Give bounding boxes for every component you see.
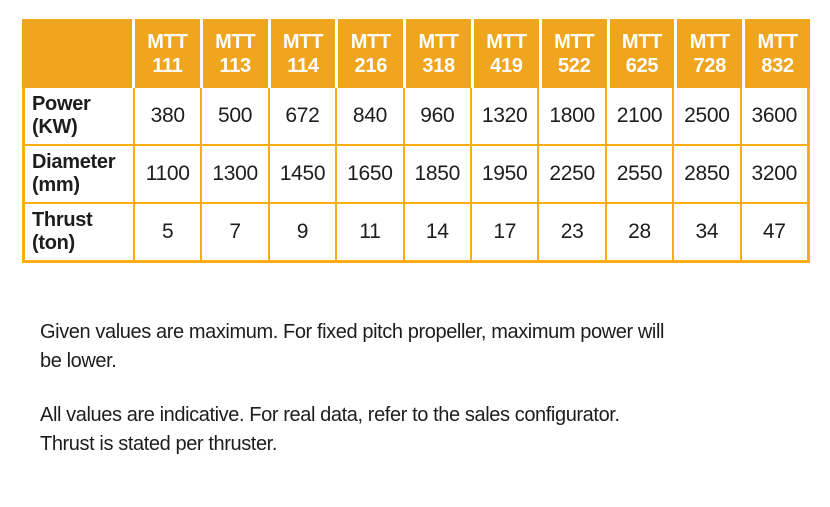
column-model: 216 [354,54,388,77]
cell-power-mtt-728: 2500 [674,88,740,144]
cell-diameter-mtt-111: 1100 [135,146,201,202]
column-series: MTT [350,30,392,53]
cell-power-mtt-114: 672 [269,88,336,144]
cell-thrust-mtt-113: 7 [202,204,268,260]
column-model: 625 [625,54,659,77]
column-header-mtt-419: MTT 419 [474,19,539,88]
table-body: Power (KW) 380 500 672 840 960 1320 1800… [22,88,810,263]
column-model: 832 [761,54,794,77]
cell-thrust-mtt-522: 23 [539,204,605,260]
row-label-text: Diameter [32,151,116,173]
row-label-unit: (ton) [32,232,75,254]
column-model: 419 [490,54,523,77]
column-header-mtt-522: MTT 522 [541,19,607,88]
cell-thrust-mtt-111: 5 [135,204,201,260]
note-line: All values are indicative. For real data… [40,404,620,426]
column-model: 728 [693,54,727,77]
cell-thrust-mtt-419: 17 [472,204,538,260]
column-series: MTT [689,30,731,53]
cell-power-mtt-625: 2100 [606,88,673,144]
row-label-diameter: Diameter (mm) [25,146,133,202]
column-header-mtt-216: MTT 216 [338,19,404,88]
cell-diameter-mtt-216: 1650 [337,146,403,202]
cell-thrust-mtt-318: 14 [404,204,470,260]
cell-power-mtt-113: 500 [202,88,268,144]
cell-diameter-mtt-728: 2850 [674,146,740,202]
cell-power-mtt-216: 840 [337,88,403,144]
note-line: be lower. [40,350,117,372]
column-header-mtt-114: MTT 114 [270,19,336,88]
column-model: 522 [557,54,591,77]
cell-thrust-mtt-216: 11 [337,204,403,260]
note-line: Given values are maximum. For fixed pitc… [40,321,665,343]
cell-diameter-mtt-522: 2250 [539,146,605,202]
row-label-thrust: Thrust (ton) [25,204,133,260]
column-header-mtt-832: MTT 832 [745,19,810,88]
table-corner-cell [22,19,132,88]
cell-diameter-mtt-419: 1950 [472,146,538,202]
column-series: MTT [215,30,256,53]
column-series: MTT [621,30,663,53]
column-series: MTT [554,30,595,53]
cell-diameter-mtt-625: 2550 [606,146,673,202]
column-header-mtt-625: MTT 625 [609,19,675,88]
cell-thrust-mtt-114: 9 [269,204,336,260]
table-header-row: MTT 111 MTT 113 MTT 114 MTT 216 MTT 318 … [22,19,810,88]
cell-power-mtt-318: 960 [404,88,470,144]
row-label-unit: (KW) [32,116,78,138]
cell-diameter-mtt-114: 1450 [269,146,336,202]
column-model: 114 [287,54,319,77]
row-label-unit: (mm) [32,174,80,196]
row-label-text: Thrust [32,209,93,231]
cell-power-mtt-832: 3600 [741,88,807,144]
column-header-mtt-318: MTT 318 [406,19,471,88]
row-label-power: Power (KW) [25,88,133,144]
column-model: 111 [152,54,183,77]
cell-power-mtt-522: 1800 [539,88,605,144]
cell-diameter-mtt-318: 1850 [404,146,470,202]
column-series: MTT [757,30,798,53]
thruster-spec-table: MTT 111 MTT 113 MTT 114 MTT 216 MTT 318 … [22,19,810,263]
cell-diameter-mtt-832: 3200 [741,146,807,202]
column-header-mtt-728: MTT 728 [677,19,743,88]
column-model: 318 [422,54,455,77]
column-series: MTT [147,30,188,53]
note-fixed-pitch: Given values are maximum. For fixed pitc… [40,318,664,376]
cell-diameter-mtt-113: 1300 [202,146,268,202]
column-model: 113 [219,54,252,77]
note-line: Thrust is stated per thruster. [40,433,277,455]
column-series: MTT [282,30,324,53]
column-header-mtt-113: MTT 113 [202,19,268,88]
cell-thrust-mtt-832: 47 [741,204,807,260]
note-indicative-values: All values are indicative. For real data… [40,401,620,459]
cell-thrust-mtt-625: 28 [606,204,673,260]
cell-thrust-mtt-728: 34 [674,204,740,260]
column-series: MTT [486,30,527,53]
column-header-mtt-111: MTT 111 [135,19,200,88]
row-label-text: Power [32,93,91,115]
cell-power-mtt-111: 380 [135,88,201,144]
column-series: MTT [418,30,459,53]
cell-power-mtt-419: 1320 [472,88,538,144]
